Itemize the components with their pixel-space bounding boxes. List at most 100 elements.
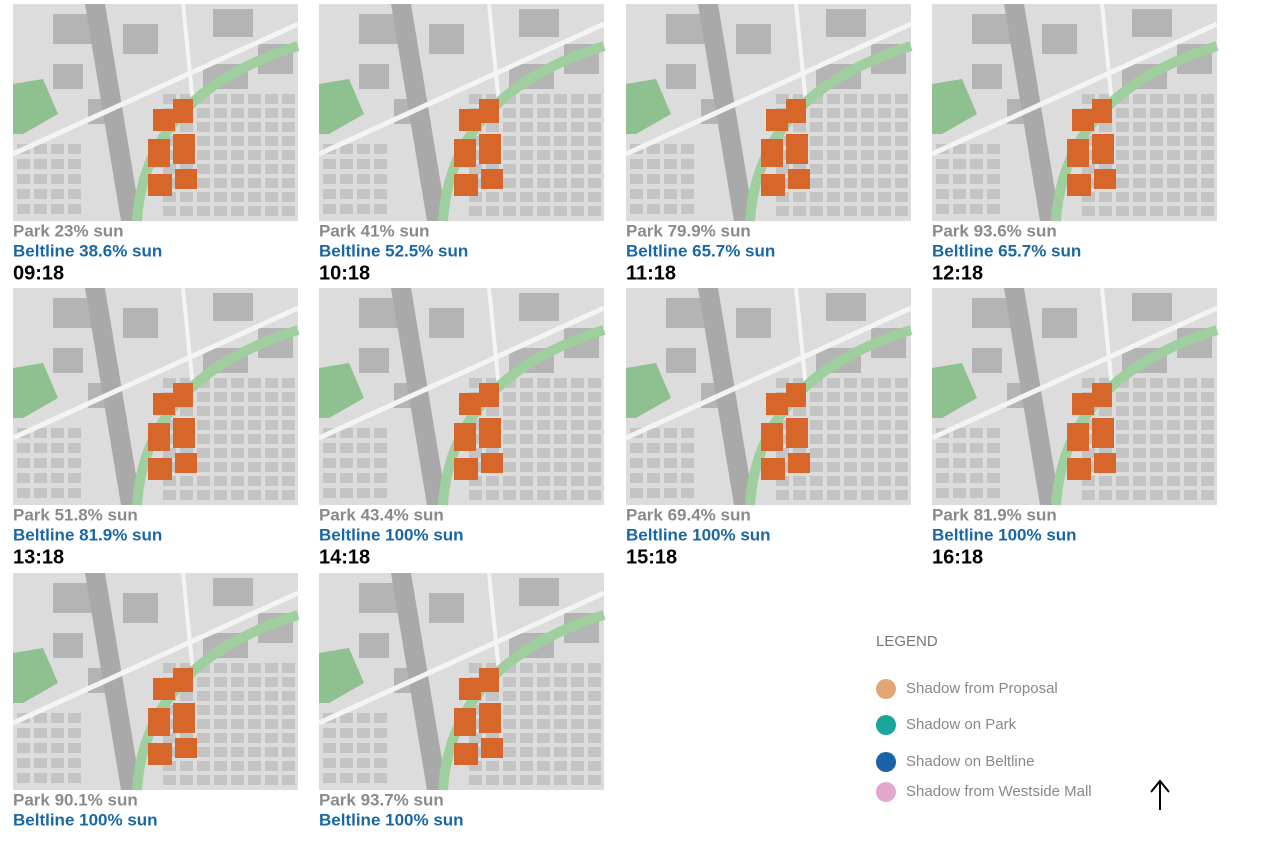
proposal-building [788,169,810,189]
building [359,583,399,613]
time-caption: 15:18 [626,546,677,568]
house-block [630,159,643,169]
house-block [520,94,533,104]
house-block [936,473,949,483]
house-block [469,733,482,743]
house-block [265,136,278,146]
house-block [554,490,567,500]
house-block [51,458,64,468]
house-block [374,428,387,438]
house-block [878,150,891,160]
building [666,298,706,328]
house-block [953,189,966,199]
house-block [895,434,908,444]
proposal-building [479,418,501,448]
house-block [248,378,261,388]
house-block [878,392,891,402]
house-block [588,462,601,472]
house-block [878,434,891,444]
house-block [827,476,840,486]
legend-label: Shadow from Proposal [906,680,1058,697]
map-panel [317,572,606,791]
house-block [844,150,857,160]
house-block [163,206,176,216]
house-block [878,122,891,132]
house-block [282,136,295,146]
house-block [17,189,30,199]
main-road [391,4,447,221]
time-caption: 10:18 [319,262,370,284]
house-block [163,775,176,785]
house-block [248,747,261,757]
main-road [1004,288,1060,505]
house-block [17,773,30,783]
house-block [197,434,210,444]
house-block [520,677,533,687]
house-block [571,150,584,160]
proposal-building [481,169,503,189]
house-block [34,204,47,214]
house-block [68,758,81,768]
house-block [537,434,550,444]
house-block [68,428,81,438]
street [181,287,195,389]
park-area [13,363,58,418]
house-block [1116,462,1129,472]
house-block [554,448,567,458]
proposal-building [766,393,788,415]
proposal-building [761,458,785,480]
house-block [197,108,210,118]
building [213,578,253,606]
house-block [664,488,677,498]
map-panel [930,3,1219,222]
house-block [878,192,891,202]
house-block [197,392,210,402]
house-block [571,164,584,174]
house-block [537,406,550,416]
house-block [374,443,387,453]
building [359,348,389,373]
house-block [197,490,210,500]
house-block [163,476,176,486]
house-block [895,122,908,132]
house-block [861,462,874,472]
house-block [1150,164,1163,174]
house-block [231,164,244,174]
proposal-building [454,458,478,480]
building [736,24,771,54]
house-block [357,473,370,483]
house-block [231,719,244,729]
street [317,21,606,157]
house-block [970,473,983,483]
proposal-building [761,423,783,451]
house-block [844,94,857,104]
proposal-building [1072,109,1094,131]
beltline-caption: Beltline 100% sun [319,525,464,544]
house-block [1167,150,1180,160]
house-block [265,192,278,202]
park-caption: Park 41% sun [319,221,430,240]
proposal-building [148,708,170,736]
house-block [647,458,660,468]
street [181,3,195,105]
house-block [537,705,550,715]
map-panel [624,287,913,506]
north-arrow [1150,779,1170,810]
house-block [231,677,244,687]
house-block [503,691,516,701]
house-block [895,178,908,188]
house-block [1150,136,1163,146]
proposal-building [148,139,170,167]
house-block [878,136,891,146]
house-block [1082,448,1095,458]
house-block [265,392,278,402]
house-block [571,192,584,202]
beltline-caption: Beltline 81.9% sun [13,525,162,544]
house-block [374,458,387,468]
beltline-caption: Beltline 100% sun [13,810,158,829]
main-road [85,4,141,221]
house-block [1082,476,1095,486]
proposal-building [148,174,172,196]
house-block [844,392,857,402]
